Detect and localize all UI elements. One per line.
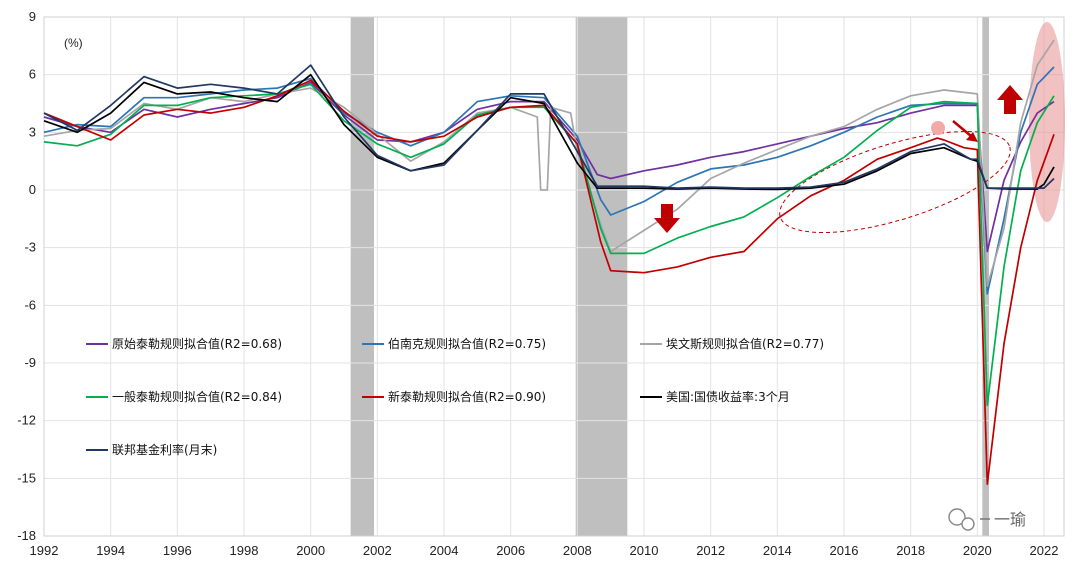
recession-bands <box>350 17 989 536</box>
y-unit-label: (%) <box>64 36 83 50</box>
axes: 1992 1994 1996 1998 2000 2002 2004 2006 2008 2010… <box>17 9 1058 558</box>
recession-band-1 <box>575 17 628 536</box>
grid <box>43 16 1065 537</box>
legend-item-3: 一般泰勒规则拟合值(R2=0.84) <box>86 389 282 404</box>
recession-band-0 <box>350 17 374 536</box>
x-tick-label: 1996 <box>163 543 192 558</box>
wechat-icon-bubble <box>961 517 975 531</box>
legend-item-0: 原始泰勒规则拟合值(R2=0.68) <box>86 336 282 351</box>
y-tick-label: 6 <box>29 67 36 82</box>
x-tick-label: 1994 <box>96 543 125 558</box>
x-tick-label: 2002 <box>363 543 392 558</box>
x-tick-label: 2014 <box>763 543 792 558</box>
y-tick-label: -12 <box>17 413 36 428</box>
watermark: 一瑜 <box>948 508 1026 531</box>
series-line-6 <box>43 64 1055 189</box>
x-tick-label: 1992 <box>30 543 59 558</box>
dashed-ellipse-2015-2019 <box>779 130 1011 234</box>
x-tick-label: 2012 <box>696 543 725 558</box>
legend-item-1: 伯南克规则拟合值(R2=0.75) <box>362 336 546 351</box>
y-tick-label: -9 <box>24 355 36 370</box>
series-line-4 <box>43 79 1055 485</box>
legend-label: 原始泰勒规则拟合值(R2=0.68) <box>112 336 282 351</box>
legend-label: 一般泰勒规则拟合值(R2=0.84) <box>112 389 282 404</box>
x-tick-label: 2020 <box>963 543 992 558</box>
x-tick-label: 2016 <box>830 543 859 558</box>
x-tick-label: 1998 <box>230 543 259 558</box>
series-line-0 <box>43 81 1055 253</box>
legend-item-4: 新泰勒规则拟合值(R2=0.90) <box>362 389 546 404</box>
wechat-icon <box>948 508 966 526</box>
plot-frame <box>43 16 1065 537</box>
y-tick-label: -15 <box>17 470 36 485</box>
y-tick-label: -6 <box>24 297 36 312</box>
legend-item-6: 联邦基金利率(月末) <box>86 442 217 457</box>
legend-label: 伯南克规则拟合值(R2=0.75) <box>388 336 546 351</box>
x-tick-label: 2022 <box>1030 543 1059 558</box>
x-tick-label: 2006 <box>496 543 525 558</box>
highlight-ellipse-2022 <box>1029 22 1065 222</box>
x-tick-label: 2000 <box>296 543 325 558</box>
arrows <box>654 85 1023 233</box>
down-arrow-icon <box>654 204 680 233</box>
series-line-2 <box>43 39 1055 287</box>
x-tick-label: 2010 <box>630 543 659 558</box>
legend-item-5: 美国:国债收益率:3个月 <box>640 389 790 404</box>
watermark-text: 一瑜 <box>994 510 1026 529</box>
y-tick-label: -3 <box>24 240 36 255</box>
x-tick-label: 2008 <box>563 543 592 558</box>
series-lines <box>43 39 1055 485</box>
y-tick-label: -18 <box>17 528 36 543</box>
up-arrow-icon <box>997 85 1023 114</box>
y-tick-label: 0 <box>29 182 36 197</box>
legend-label: 美国:国债收益率:3个月 <box>666 389 790 404</box>
series-line-1 <box>43 66 1055 295</box>
y-tick-label: 9 <box>29 9 36 24</box>
y-tick-label: 3 <box>29 124 36 139</box>
annotations <box>779 22 1065 234</box>
down-right-arrow-icon <box>966 132 978 142</box>
x-tick-label: 2018 <box>896 543 925 558</box>
x-tick-label: 2004 <box>430 543 459 558</box>
legend-label: 埃文斯规则拟合值(R2=0.77) <box>666 336 824 351</box>
legend-label: 联邦基金利率(月末) <box>112 442 217 457</box>
legend-label: 新泰勒规则拟合值(R2=0.90) <box>388 389 546 404</box>
down-right-arrow-shaft <box>952 120 972 137</box>
legend: 原始泰勒规则拟合值(R2=0.68) 伯南克规则拟合值(R2=0.75) 埃文斯规则… <box>86 336 824 457</box>
peak-marker <box>931 121 945 135</box>
legend-item-2: 埃文斯规则拟合值(R2=0.77) <box>640 336 824 351</box>
